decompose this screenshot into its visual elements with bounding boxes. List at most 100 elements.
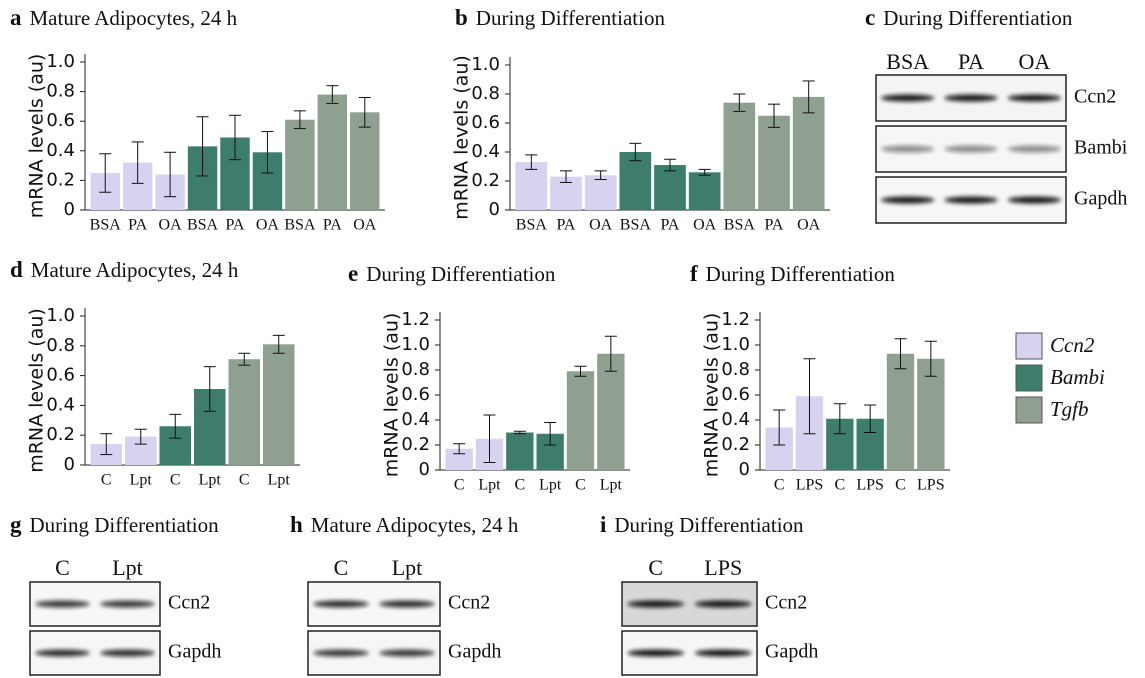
x-tick-label: PA [226, 217, 245, 234]
x-tick-label: BSA [516, 217, 548, 234]
y-axis-label: mRNA levels (au) [451, 55, 473, 220]
y-tick-label: 0.4 [471, 141, 500, 162]
panel-letter: c [865, 5, 875, 30]
lane-label: Lpt [392, 555, 423, 580]
panel-letter: a [10, 5, 22, 30]
legend-label: Tgfb [1050, 397, 1089, 421]
y-tick-label: 0.6 [721, 384, 750, 405]
x-tick-label: OA [797, 217, 821, 234]
lane-label: PA [958, 49, 984, 74]
bar [263, 344, 295, 465]
y-tick-label: 0.2 [401, 434, 430, 455]
row-label: Ccn2 [448, 592, 490, 614]
x-tick-label: BSA [187, 217, 219, 234]
x-tick-label: BSA [90, 217, 122, 234]
panel-title-text: Mature Adipocytes, 24 h [30, 6, 238, 30]
y-tick-label: 0 [64, 199, 75, 220]
row-label: Gapdh [1074, 188, 1127, 210]
panel-letter: b [455, 5, 468, 30]
panel-title-text: Mature Adipocytes, 24 h [311, 513, 519, 537]
x-tick-label: Lpt [539, 477, 562, 494]
panel-title-text: Mature Adipocytes, 24 h [31, 258, 239, 282]
legend-swatch [1016, 397, 1042, 423]
panel-title: g During Differentiation [10, 512, 219, 537]
bar [689, 172, 721, 210]
bar [318, 95, 347, 210]
blot-band [627, 650, 684, 657]
panel-letter: d [10, 257, 23, 282]
lane-label: C [55, 555, 70, 580]
blot-band [100, 650, 155, 657]
x-tick-label: Lpt [478, 477, 501, 494]
bar [229, 359, 261, 465]
bar [585, 175, 617, 210]
y-tick-label: 0.8 [46, 335, 75, 356]
x-tick-label: PA [661, 217, 680, 234]
panel-letter: g [10, 512, 22, 537]
y-tick-label: 0 [419, 459, 430, 480]
row-label: Gapdh [765, 641, 818, 663]
y-tick-label: 1.0 [471, 54, 500, 75]
y-tick-label: 0.2 [721, 434, 750, 455]
blot-band [313, 650, 368, 657]
y-tick-label: 0.4 [46, 394, 75, 415]
x-tick-label: LPS [917, 477, 945, 494]
figure: a Mature Adipocytes, 24 h mRNA levels (au)… [0, 0, 1145, 678]
x-tick-label: C [170, 472, 181, 489]
x-tick-label: OA [693, 217, 717, 234]
y-tick-label: 1.0 [401, 334, 430, 355]
blot-band [379, 601, 434, 608]
panel-letter: e [348, 261, 358, 286]
row-label: Ccn2 [1074, 86, 1116, 108]
y-tick-label: 0 [489, 199, 500, 220]
x-tick-label: C [101, 472, 112, 489]
panel-title: d Mature Adipocytes, 24 h [10, 257, 239, 282]
blot-band [944, 197, 997, 204]
y-axis-label: mRNA levels (au) [26, 308, 48, 473]
y-tick-label: 0 [64, 454, 75, 475]
y-tick-label: 0.2 [46, 169, 75, 190]
lane-label: OA [1018, 49, 1050, 74]
blot-band [944, 146, 997, 153]
x-tick-label: Lpt [130, 472, 153, 489]
y-tick-label: 0 [739, 459, 750, 480]
bar [724, 103, 756, 210]
x-tick-label: BSA [724, 217, 756, 234]
y-tick-label: 0.8 [471, 83, 500, 104]
panel-title-text: During Differentiation [706, 262, 896, 286]
blot-band [1008, 146, 1061, 153]
bar [887, 354, 914, 470]
row-label: Ccn2 [765, 592, 807, 614]
panel-title: h Mature Adipocytes, 24 h [290, 512, 519, 537]
y-tick-label: 1.0 [46, 305, 75, 326]
y-tick-label: 0.4 [401, 409, 430, 430]
bar [506, 433, 533, 471]
lane-label: LPS [704, 555, 742, 580]
x-tick-label: Lpt [600, 477, 623, 494]
blot-band [944, 95, 997, 102]
panel-title-text: During Differentiation [614, 513, 804, 537]
blot-band [1008, 197, 1061, 204]
panel-letter: h [290, 512, 303, 537]
y-tick-label: 1.2 [721, 309, 750, 330]
blot-band [35, 650, 90, 657]
blot-band [35, 601, 90, 608]
x-tick-label: C [575, 477, 586, 494]
x-tick-label: PA [765, 217, 784, 234]
x-tick-label: OA [353, 217, 377, 234]
blot-band [627, 601, 684, 608]
y-axis-label: mRNA levels (au) [381, 313, 403, 478]
row-label: Gapdh [168, 641, 221, 663]
legend-label: Bambi [1050, 365, 1105, 389]
blot-band [379, 650, 434, 657]
panel-title-text: During Differentiation [30, 513, 220, 537]
x-tick-label: PA [128, 217, 147, 234]
blot-band [1008, 95, 1061, 102]
x-tick-label: C [774, 477, 785, 494]
y-tick-label: 0.6 [46, 365, 75, 386]
x-tick-label: OA [589, 217, 613, 234]
lane-label: C [648, 555, 663, 580]
x-tick-label: C [239, 472, 250, 489]
